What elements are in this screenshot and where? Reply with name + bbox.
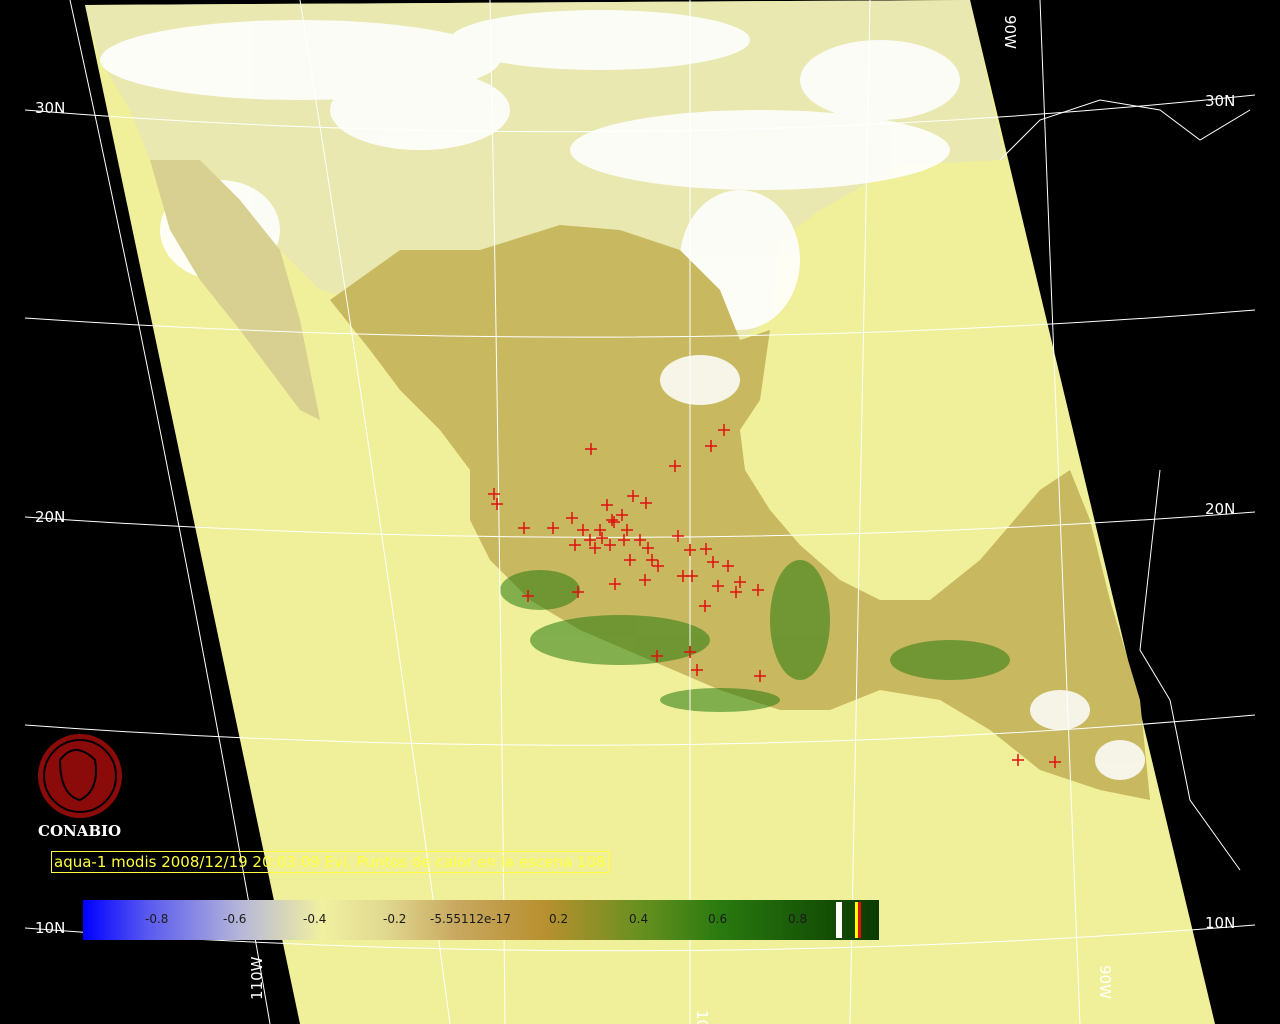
colorbar-tick: -0.2 — [383, 912, 407, 926]
fire-marker — [730, 586, 742, 598]
fire-marker — [522, 590, 534, 602]
baja-peninsula — [150, 160, 320, 420]
fire-marker — [566, 512, 578, 524]
fire-marker — [585, 443, 597, 455]
fire-marker — [754, 670, 766, 682]
lat-label-10n-right: 10N — [1205, 914, 1235, 932]
yellow-swatch — [855, 902, 858, 938]
fire-swatch — [858, 902, 861, 938]
fire-marker — [639, 574, 651, 586]
fire-marker — [589, 542, 601, 554]
fire-marker — [634, 534, 646, 546]
fire-marker — [609, 578, 621, 590]
fire-marker — [707, 556, 719, 568]
colorbar-tick: 0.2 — [549, 912, 569, 926]
fire-marker — [646, 554, 658, 566]
fire-marker — [618, 534, 630, 546]
colorbar-tick: 0.8 — [788, 912, 808, 926]
lon-label-110w: 110W — [248, 956, 266, 1000]
fire-marker — [1049, 756, 1061, 768]
fire-count: 108 — [576, 853, 606, 871]
colorbar-tick: 0.6 — [708, 912, 728, 926]
fire-marker — [672, 530, 684, 542]
lon-label-90w-top: 90W — [1001, 15, 1019, 49]
mexico-clouds — [660, 355, 1145, 780]
fire-marker — [594, 524, 606, 536]
colorbar-tick: -0.6 — [223, 912, 247, 926]
fire-marker — [577, 524, 589, 536]
fire-markers — [488, 424, 1061, 768]
fire-marker — [569, 539, 581, 551]
fire-marker — [606, 514, 618, 526]
fire-marker — [684, 544, 696, 556]
coastline — [999, 99, 1251, 161]
caption-left: aqua-1 modis 2008/12/ — [54, 853, 229, 871]
fire-marker — [642, 542, 654, 554]
fire-marker — [627, 490, 639, 502]
fire-marker — [608, 516, 620, 528]
fire-marker — [518, 522, 530, 534]
fire-marker — [604, 539, 616, 551]
fire-marker — [621, 524, 633, 536]
fire-marker — [722, 560, 734, 572]
fire-marker — [705, 440, 717, 452]
lat-label-30n: 30N — [35, 99, 65, 117]
fire-marker — [718, 424, 730, 436]
fire-marker — [488, 488, 500, 500]
conabio-logo-icon — [38, 734, 122, 818]
fire-marker — [616, 509, 628, 521]
evi-colorbar: -0.8 -0.6 -0.4 -0.2 -5.55112e-17 0.2 0.4… — [83, 900, 879, 940]
fire-marker — [734, 576, 746, 588]
graticule — [24, 0, 1256, 1024]
fire-marker — [651, 650, 663, 662]
fire-marker — [547, 522, 559, 534]
fire-marker — [1012, 754, 1024, 766]
fire-marker — [691, 664, 703, 676]
fire-marker — [652, 560, 664, 572]
lat-label-10n: 10N — [35, 919, 65, 937]
fire-marker — [712, 580, 724, 592]
lat-label-20n: 20N — [35, 508, 65, 526]
scene-caption: aqua-1 modis 2008/12/19 20:03:09 Evi, Pu… — [51, 851, 609, 873]
lat-label-30n-right: 30N — [1205, 92, 1235, 110]
fire-marker — [669, 460, 681, 472]
fire-marker — [684, 646, 696, 658]
fire-marker — [752, 584, 764, 596]
fire-marker — [640, 497, 652, 509]
fire-marker — [491, 498, 503, 510]
colorbar-tick: 0.4 — [629, 912, 649, 926]
cloud-swatch — [836, 902, 842, 938]
fire-marker — [601, 499, 613, 511]
caption-right: 19 20:03:09 Evi, Puntos de calor en la e… — [228, 853, 573, 871]
lon-label-90w: 90W — [1096, 965, 1114, 999]
colorbar-tick: -0.8 — [145, 912, 169, 926]
logo-text: CONABIO — [38, 822, 122, 840]
fire-marker — [699, 600, 711, 612]
fire-marker — [596, 532, 608, 544]
lat-label-20n-right: 20N — [1205, 500, 1235, 518]
fire-marker — [572, 586, 584, 598]
colorbar-tick: -0.4 — [303, 912, 327, 926]
fire-marker — [624, 554, 636, 566]
colorbar-tick: -5.55112e-17 — [430, 912, 511, 926]
lon-label-100w: 100W — [693, 1010, 711, 1024]
fire-marker — [686, 570, 698, 582]
coastline — [1139, 469, 1241, 871]
fire-marker — [700, 543, 712, 555]
fire-marker — [584, 534, 596, 546]
